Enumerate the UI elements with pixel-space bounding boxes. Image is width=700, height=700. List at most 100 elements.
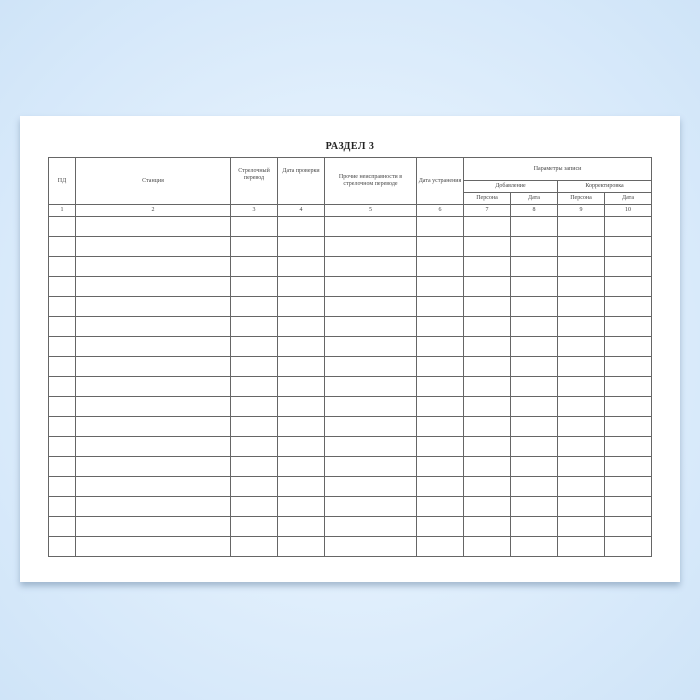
table-cell bbox=[48, 456, 76, 477]
column-number: 5 bbox=[324, 204, 417, 217]
table-cell bbox=[557, 496, 605, 517]
table-cell bbox=[48, 416, 76, 437]
table-cell bbox=[230, 436, 278, 457]
table-cell bbox=[416, 216, 464, 237]
table-cell bbox=[230, 496, 278, 517]
table-cell bbox=[557, 236, 605, 257]
table-cell bbox=[75, 476, 231, 497]
table-row bbox=[48, 436, 653, 457]
table-cell bbox=[463, 456, 511, 477]
table-cell bbox=[277, 436, 325, 457]
table-cell bbox=[510, 336, 558, 357]
table-cell bbox=[416, 476, 464, 497]
table-cell bbox=[557, 356, 605, 377]
table-cell bbox=[277, 396, 325, 417]
table-cell bbox=[324, 276, 417, 297]
table-row bbox=[48, 256, 653, 277]
table-cell bbox=[230, 516, 278, 537]
table-cell bbox=[557, 456, 605, 477]
header-check-date: Дата проверки bbox=[277, 157, 325, 205]
table-cell bbox=[557, 376, 605, 397]
header-switch: Стрелочный перевод bbox=[230, 157, 278, 205]
table-cell bbox=[230, 476, 278, 497]
table-row bbox=[48, 416, 653, 437]
table-cell bbox=[277, 236, 325, 257]
table-cell bbox=[324, 396, 417, 417]
table-cell bbox=[75, 356, 231, 377]
table-cell bbox=[557, 216, 605, 237]
column-number: 8 bbox=[510, 204, 558, 217]
table-cell bbox=[48, 256, 76, 277]
table-cell bbox=[75, 256, 231, 277]
header-fix-date: Дата устранения bbox=[416, 157, 464, 205]
table-cell bbox=[557, 416, 605, 437]
table-cell bbox=[48, 536, 76, 557]
table-cell bbox=[510, 236, 558, 257]
table-cell bbox=[277, 416, 325, 437]
journal-page: РАЗДЕЛ 3 ПД Станция Стрелочный перевод Д… bbox=[20, 116, 680, 582]
table-row bbox=[48, 456, 653, 477]
table-cell bbox=[324, 516, 417, 537]
table-cell bbox=[416, 536, 464, 557]
table-cell bbox=[510, 456, 558, 477]
header-person: Персона bbox=[463, 192, 511, 205]
table-cell bbox=[603, 416, 653, 437]
table-cell bbox=[463, 216, 511, 237]
table-cell bbox=[603, 356, 653, 377]
header-date: Дата bbox=[510, 192, 558, 205]
table-row bbox=[48, 296, 653, 317]
table-row bbox=[48, 516, 653, 537]
section-title: РАЗДЕЛ 3 bbox=[325, 141, 375, 152]
table-cell bbox=[603, 316, 653, 337]
table-cell bbox=[463, 336, 511, 357]
column-number: 3 bbox=[230, 204, 278, 217]
table-cell bbox=[75, 456, 231, 477]
table-cell bbox=[48, 216, 76, 237]
table-cell bbox=[463, 316, 511, 337]
table-cell bbox=[463, 376, 511, 397]
table-cell bbox=[48, 336, 76, 357]
table-cell bbox=[603, 296, 653, 317]
table-cell bbox=[48, 356, 76, 377]
table-cell bbox=[230, 216, 278, 237]
table-cell bbox=[416, 316, 464, 337]
table-row bbox=[48, 476, 653, 497]
table-cell bbox=[48, 276, 76, 297]
table-cell bbox=[324, 316, 417, 337]
table-cell bbox=[463, 436, 511, 457]
column-number: 10 bbox=[603, 204, 653, 217]
table-cell bbox=[603, 496, 653, 517]
table-cell bbox=[510, 436, 558, 457]
table-cell bbox=[277, 216, 325, 237]
table-cell bbox=[324, 416, 417, 437]
table-cell bbox=[75, 236, 231, 257]
table-cell bbox=[277, 496, 325, 517]
table-cell bbox=[75, 416, 231, 437]
column-number: 7 bbox=[463, 204, 511, 217]
table-cell bbox=[557, 476, 605, 497]
table-row bbox=[48, 396, 653, 417]
table-cell bbox=[510, 376, 558, 397]
table-cell bbox=[230, 336, 278, 357]
column-number: 4 bbox=[277, 204, 325, 217]
table-cell bbox=[603, 276, 653, 297]
table-row bbox=[48, 336, 653, 357]
table-cell bbox=[230, 236, 278, 257]
table-cell bbox=[557, 396, 605, 417]
table-cell bbox=[277, 456, 325, 477]
table-cell bbox=[75, 276, 231, 297]
table-cell bbox=[463, 476, 511, 497]
table-cell bbox=[510, 516, 558, 537]
table-cell bbox=[324, 496, 417, 517]
table-cell bbox=[603, 516, 653, 537]
table-cell bbox=[230, 356, 278, 377]
table-cell bbox=[48, 316, 76, 337]
table-cell bbox=[230, 276, 278, 297]
table-cell bbox=[510, 496, 558, 517]
table-cell bbox=[75, 536, 231, 557]
table-cell bbox=[48, 476, 76, 497]
table-cell bbox=[277, 536, 325, 557]
table-cell bbox=[510, 276, 558, 297]
table-cell bbox=[277, 336, 325, 357]
table-cell bbox=[557, 436, 605, 457]
